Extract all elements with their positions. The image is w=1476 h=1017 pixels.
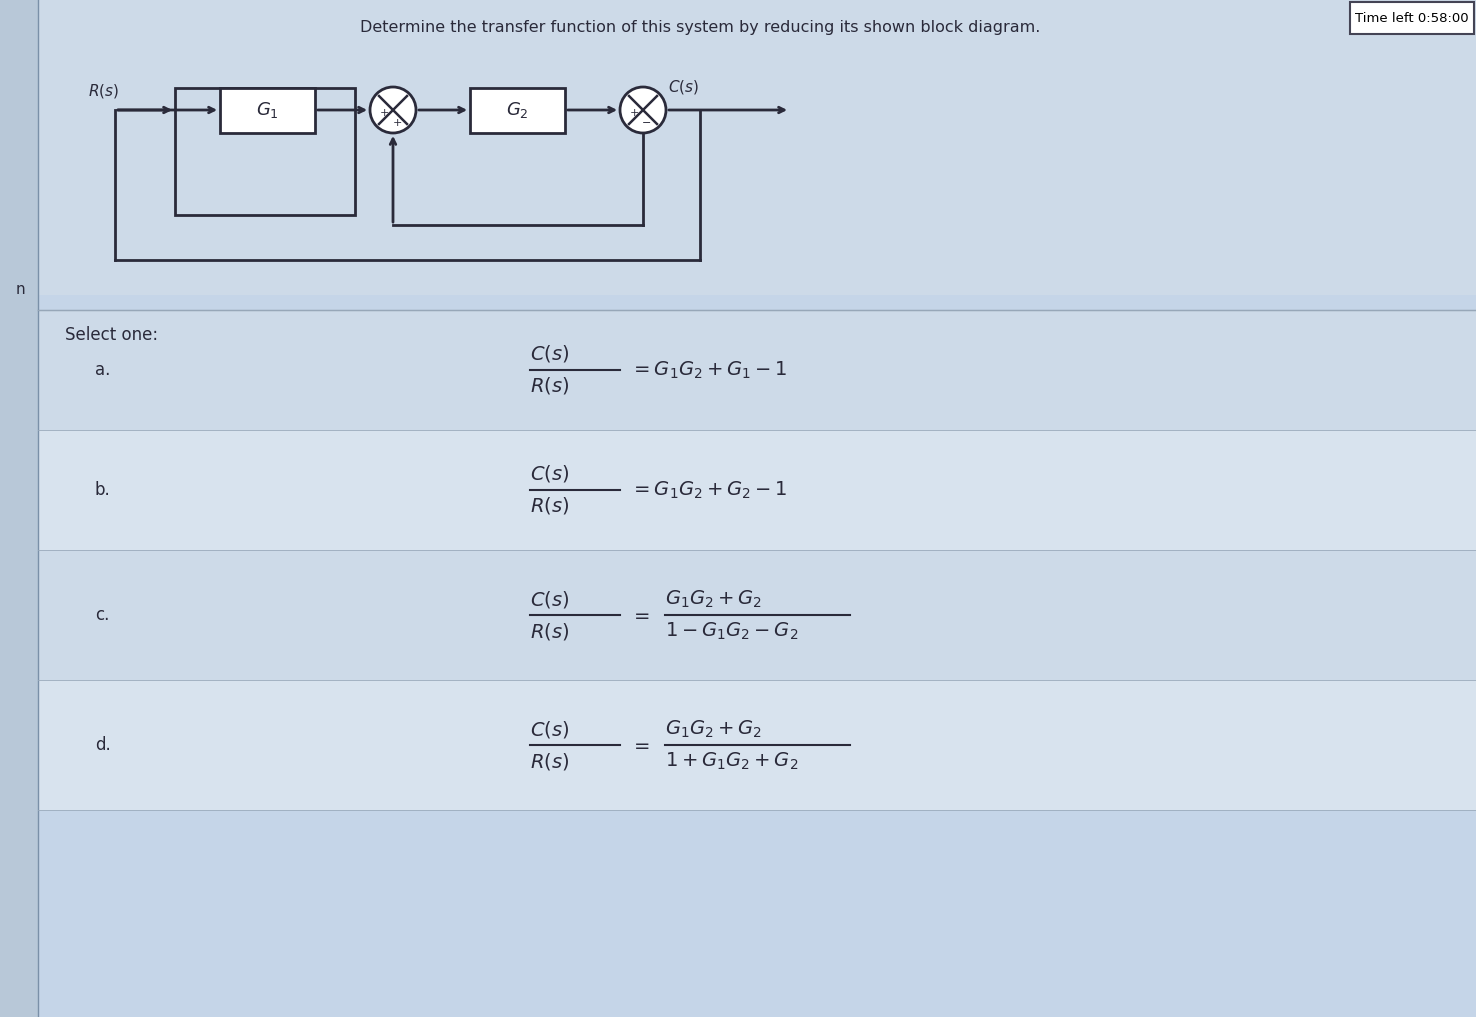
Text: $R(s)$: $R(s)$ <box>530 620 570 642</box>
Text: $G_1 G_2 + G_2$: $G_1 G_2 + G_2$ <box>666 718 762 739</box>
Bar <box>38 310 1476 430</box>
Text: $1 - G_1 G_2 - G_2$: $1 - G_1 G_2 - G_2$ <box>666 620 799 642</box>
Text: +: + <box>393 118 401 128</box>
Text: b.: b. <box>94 481 111 499</box>
Text: $G_2$: $G_2$ <box>506 100 528 120</box>
Bar <box>220 88 314 133</box>
Text: −: − <box>642 118 652 128</box>
Text: Determine the transfer function of this system by reducing its shown block diagr: Determine the transfer function of this … <box>360 20 1041 35</box>
Bar <box>1351 2 1475 34</box>
Bar <box>38 0 1476 295</box>
Text: $1 + G_1 G_2 + G_2$: $1 + G_1 G_2 + G_2$ <box>666 751 799 772</box>
Bar <box>38 430 1476 550</box>
Bar <box>176 88 356 215</box>
Text: d.: d. <box>94 736 111 754</box>
Text: c.: c. <box>94 606 109 624</box>
Text: n: n <box>15 283 25 298</box>
Text: $=$: $=$ <box>630 736 649 754</box>
Text: $= G_1 G_2 + G_2 - 1$: $= G_1 G_2 + G_2 - 1$ <box>630 479 788 500</box>
Text: $R(s)$: $R(s)$ <box>530 751 570 772</box>
Text: $= G_1 G_2 + G_1 - 1$: $= G_1 G_2 + G_1 - 1$ <box>630 359 788 380</box>
Text: $G_1$: $G_1$ <box>257 100 279 120</box>
Text: $G_1 G_2 + G_2$: $G_1 G_2 + G_2$ <box>666 589 762 609</box>
Text: Time left 0:58:00: Time left 0:58:00 <box>1355 11 1469 24</box>
Text: $C(s)$: $C(s)$ <box>669 78 700 96</box>
Text: $C(s)$: $C(s)$ <box>530 718 570 739</box>
Text: $C(s)$: $C(s)$ <box>530 589 570 609</box>
Text: $R(s)$: $R(s)$ <box>530 495 570 517</box>
Text: $=$: $=$ <box>630 606 649 624</box>
Text: a.: a. <box>94 361 111 379</box>
Text: +: + <box>379 108 388 118</box>
Text: $C(s)$: $C(s)$ <box>530 344 570 364</box>
Circle shape <box>370 87 416 133</box>
Text: $C(s)$: $C(s)$ <box>530 464 570 484</box>
Bar <box>38 550 1476 680</box>
Text: Select one:: Select one: <box>65 326 158 344</box>
Bar <box>469 88 565 133</box>
Bar <box>38 680 1476 810</box>
Bar <box>0 0 38 1017</box>
Text: $R(s)$: $R(s)$ <box>89 82 120 100</box>
Text: +: + <box>629 108 639 118</box>
Text: $R(s)$: $R(s)$ <box>530 375 570 397</box>
Circle shape <box>620 87 666 133</box>
